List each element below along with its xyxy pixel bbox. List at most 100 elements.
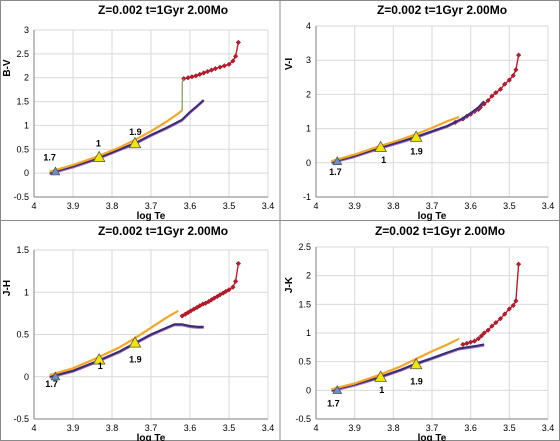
mass-marker-triangle <box>92 353 106 365</box>
data-point <box>232 278 239 284</box>
x-tick-label: 4 <box>313 201 318 211</box>
y-tick-label: 1.5 <box>298 299 311 309</box>
data-point <box>510 72 516 79</box>
x-axis-label: log Te <box>418 211 447 222</box>
y-axis-label: J-H <box>2 280 13 296</box>
y-tick-label: -1 <box>303 192 311 202</box>
data-point <box>197 71 203 78</box>
data-point <box>506 306 512 312</box>
mass-marker-triangle <box>92 150 106 162</box>
data-point <box>485 327 491 333</box>
series-line-orange <box>331 115 460 163</box>
y-tick-label: 1 <box>306 124 311 134</box>
data-point <box>217 64 223 70</box>
mass-annotation: 1.9 <box>129 354 142 364</box>
y-tick-label: 2.5 <box>298 242 311 252</box>
y-tick-label: 1.5 <box>16 97 29 107</box>
data-point <box>200 70 207 76</box>
data-point <box>515 52 522 58</box>
mass-annotation: 1.7 <box>43 152 56 162</box>
data-point <box>513 298 519 304</box>
data-point <box>221 63 227 69</box>
data-point <box>460 341 466 348</box>
y-axis-label: J-K <box>284 276 295 293</box>
data-point <box>478 333 485 339</box>
series-line-green <box>181 78 185 111</box>
y-tick-label: 1.5 <box>16 245 29 255</box>
data-point <box>230 284 236 290</box>
start-marker-triangle <box>50 166 61 176</box>
x-tick-label: 3.7 <box>145 201 158 211</box>
mass-annotation: 1.9 <box>410 146 423 156</box>
data-point <box>226 287 232 293</box>
mass-annotation: 1 <box>96 138 101 148</box>
start-marker-triangle <box>332 385 343 394</box>
x-tick-label: 3.6 <box>464 201 477 211</box>
y-tick-label: -0.5 <box>13 192 29 202</box>
y-tick-label: 3 <box>306 55 311 65</box>
data-point <box>235 39 242 46</box>
y-tick-label: 0.5 <box>298 357 311 367</box>
x-tick-label: 3.5 <box>223 423 236 433</box>
x-tick-label: 3.9 <box>67 201 80 211</box>
x-tick-label: 3.4 <box>542 423 555 433</box>
data-point <box>515 261 522 267</box>
panel-4: Z=0.002 t=1Gyr 2.00Mo 4 3.9 3.8 3.7 3.6 3.5 3.4… <box>284 224 554 441</box>
chart-title: Z=0.002 t=1Gyr 2.00Mo <box>377 3 507 17</box>
y-tick-label: 1 <box>24 120 29 130</box>
x-tick-label: 3.4 <box>262 201 275 211</box>
mass-marker-triangle <box>128 336 142 348</box>
series-line-dark <box>49 99 205 175</box>
x-tick-label: 3.9 <box>67 423 80 433</box>
y-tick-label: 3 <box>24 25 29 35</box>
data-point <box>502 311 508 317</box>
series-line-orange <box>331 337 460 391</box>
start-marker-triangle <box>50 371 61 381</box>
series-line-dark <box>331 100 486 164</box>
series-line-purple <box>331 102 485 165</box>
data-point <box>485 97 491 104</box>
x-tick-label: 3.9 <box>348 423 361 433</box>
x-tick-label: 4 <box>31 423 36 433</box>
data-point <box>510 302 516 309</box>
mass-annotation: 1.7 <box>45 379 58 389</box>
x-tick-label: 3.6 <box>184 423 197 433</box>
y-tick-label: 0 <box>24 372 29 382</box>
series-line-dark <box>49 323 204 378</box>
data-point <box>506 77 512 83</box>
mass-annotation: 1.7 <box>329 167 342 177</box>
mass-marker-triangle <box>409 130 423 142</box>
x-axis-label: log Te <box>137 433 166 441</box>
x-axis-label: log Te <box>418 433 447 441</box>
start-marker-triangle <box>332 156 343 165</box>
chart-title: Z=0.002 t=1Gyr 2.00Mo <box>375 224 505 238</box>
mass-annotation: 1.9 <box>410 377 423 387</box>
y-tick-label: 1 <box>24 287 29 297</box>
data-point <box>513 67 519 73</box>
data-point <box>212 65 219 72</box>
panel-2: Z=0.002 t=1Gyr 2.00Mo 4 3.9 3.8 3.7 3.6 3.5 3.4… <box>284 3 554 222</box>
series-line-red <box>183 42 240 80</box>
mass-annotation: 1 <box>379 385 384 395</box>
y-tick-label: 2 <box>24 73 29 83</box>
data-point <box>232 53 239 59</box>
y-tick-label: 0 <box>306 158 311 168</box>
y-tick-label: 4 <box>306 21 311 31</box>
x-tick-label: 3.7 <box>426 201 439 211</box>
x-tick-label: 4 <box>31 201 36 211</box>
y-tick-label: 0 <box>306 385 311 395</box>
data-point <box>475 336 482 342</box>
y-tick-label: -0.5 <box>295 414 311 424</box>
x-tick-label: 3.9 <box>348 201 361 211</box>
data-point <box>497 86 504 92</box>
data-point <box>493 90 499 96</box>
data-point <box>230 58 236 64</box>
x-tick-label: 3.8 <box>387 423 400 433</box>
data-point <box>468 339 474 345</box>
mass-annotation: 1.9 <box>129 127 142 137</box>
x-tick-label: 3.6 <box>464 423 477 433</box>
y-axis-label: V-I <box>284 58 295 70</box>
x-tick-label: 3.8 <box>387 201 400 211</box>
x-axis-label: log Te <box>137 211 166 222</box>
